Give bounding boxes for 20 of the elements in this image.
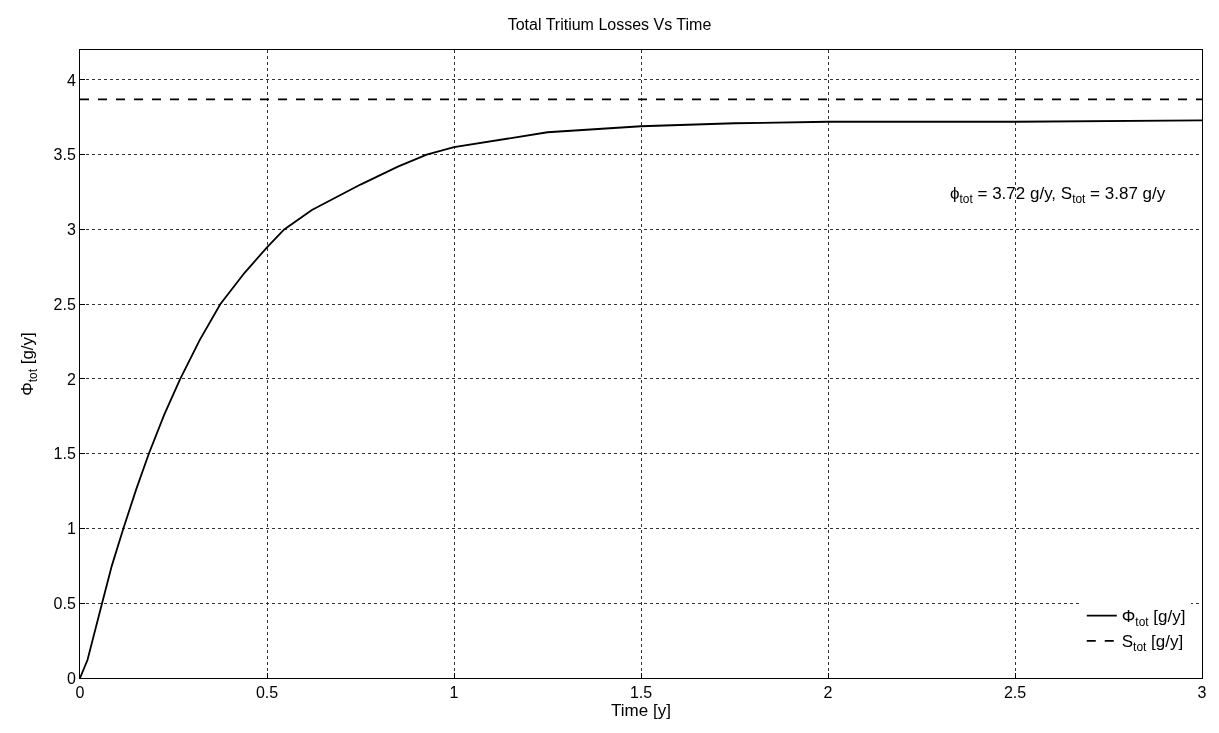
- x-tick-label: 1.5: [629, 684, 653, 702]
- y-tick-label: 1: [66, 520, 76, 538]
- legend-label: S$_{tot}$ [g/y]: [1121, 632, 1184, 655]
- y-tick-label: 1.5: [53, 445, 76, 463]
- x-axis-title: Time [y]: [611, 701, 671, 721]
- x-tick-label: 2: [823, 684, 833, 702]
- x-tick-label: 2.5: [1003, 684, 1027, 702]
- y-tick-label: 2.5: [53, 295, 76, 313]
- y-tick-label: 0: [66, 669, 76, 687]
- y-tick-label: 3: [66, 221, 76, 239]
- x-tick-label: 3: [1197, 684, 1207, 702]
- y-tick-label: 3.5: [53, 146, 76, 164]
- x-tick-label: 0.5: [255, 684, 279, 702]
- y-tick-label: 4: [66, 71, 76, 89]
- y-tick-label: 2: [66, 370, 76, 388]
- y-tick-label: 0.5: [53, 594, 76, 612]
- legend-label: Φ$_{tot}$ [g/y]: [1121, 607, 1186, 629]
- x-tick-label: 1: [449, 684, 459, 702]
- chart-title: Total Tritium Losses Vs Time: [507, 15, 712, 33]
- annotation: ϕ$_{tot}$ = 3.72 g/y, S$_{tot}$ = 3.87 g/y: [950, 184, 1166, 206]
